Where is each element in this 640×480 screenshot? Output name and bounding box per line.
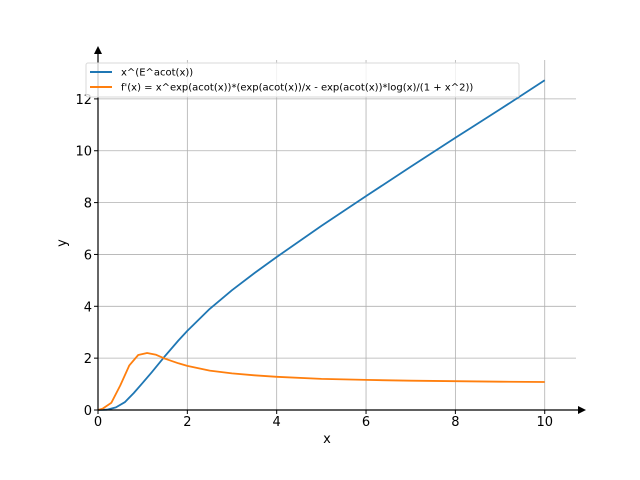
series-line-1 — [97, 79, 546, 411]
x-tick-label-0: 0 — [94, 415, 102, 430]
x-tick-label-3: 6 — [362, 415, 370, 430]
legend-box — [85, 62, 520, 98]
series-line-2 — [97, 352, 545, 411]
grid — [98, 60, 576, 410]
y-tick-label-1: 2 — [84, 352, 92, 367]
x-axis-arrow — [578, 406, 586, 414]
y-tick-label-2: 4 — [84, 300, 92, 315]
x-tick-label-5: 10 — [536, 415, 553, 430]
x-tick-label-4: 8 — [451, 415, 459, 430]
x-tick-label-1: 2 — [183, 415, 191, 430]
y-tick-label-3: 6 — [84, 248, 92, 263]
x-tick-label-2: 4 — [273, 415, 281, 430]
y-tick-label-0: 0 — [84, 404, 92, 419]
x-axis-label: x — [323, 432, 331, 447]
axes — [94, 46, 586, 414]
legend: x^(E^acot(x)) f'(x) = x^exp(acot(x))*(ex… — [85, 62, 520, 98]
y-tick-label-5: 10 — [75, 145, 92, 160]
legend-label-series-2: f'(x) = x^exp(acot(x))*(exp(acot(x))/x -… — [121, 83, 473, 94]
y-axis-arrow — [94, 46, 102, 54]
series-layer — [97, 79, 546, 411]
y-axis-label: y — [55, 239, 70, 247]
y-tick-label-4: 8 — [84, 197, 92, 212]
legend-label-series-1: x^(E^acot(x)) — [121, 68, 193, 79]
